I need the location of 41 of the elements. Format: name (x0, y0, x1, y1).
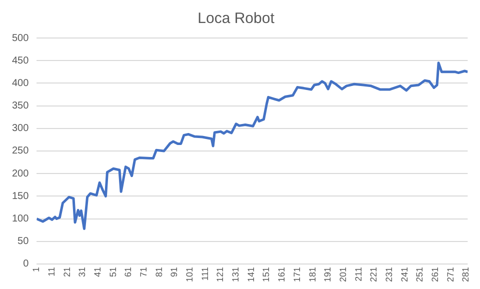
x-tick-label: 271 (445, 266, 456, 282)
y-tick-label: 350 (12, 100, 30, 112)
x-tick-label: 151 (261, 266, 272, 282)
x-tick-label: 111 (200, 266, 210, 281)
x-tick-label: 1 (31, 266, 42, 272)
y-tick-label: 300 (12, 123, 30, 134)
x-tick-label: 91 (169, 266, 180, 277)
y-tick-label: 100 (12, 214, 30, 225)
x-tick-label: 31 (77, 266, 88, 277)
x-tick-label: 191 (322, 266, 333, 282)
x-tick-label: 201 (338, 266, 348, 282)
x-tick-label: 261 (430, 266, 440, 282)
y-tick-label: 500 (12, 32, 30, 44)
x-tick-label: 101 (184, 266, 195, 282)
y-tick-label: 150 (12, 190, 30, 202)
y-tick-label: 250 (12, 146, 30, 157)
x-tick-label: 181 (307, 266, 318, 282)
x-tick-label: 221 (368, 266, 379, 282)
x-tick-label: 71 (138, 266, 149, 277)
x-tick-label: 161 (276, 266, 287, 282)
y-tick-label: 0 (23, 258, 30, 270)
y-tick-label: 200 (12, 168, 30, 180)
x-tick-label: 51 (108, 266, 118, 277)
x-tick-label: 41 (92, 266, 103, 277)
chart-title: Loca Robot (198, 10, 276, 28)
x-tick-label: 11 (46, 266, 57, 276)
x-tick-label: 131 (230, 266, 241, 282)
x-tick-label: 61 (123, 266, 134, 277)
x-tick-label: 211 (353, 266, 364, 282)
x-tick-label: 121 (215, 266, 226, 282)
y-tick-label: 400 (12, 78, 30, 89)
y-tick-label: 450 (12, 55, 30, 66)
x-tick-label: 21 (62, 266, 72, 277)
x-tick-label: 81 (154, 266, 164, 277)
x-tick-label: 141 (246, 266, 256, 282)
y-tick-label: 50 (18, 236, 30, 248)
x-tick-label: 241 (399, 266, 410, 282)
x-tick-label: 251 (414, 266, 425, 282)
x-tick-label: 281 (460, 266, 471, 282)
x-tick-label: 231 (384, 266, 394, 282)
x-tick-label: 171 (292, 266, 302, 282)
